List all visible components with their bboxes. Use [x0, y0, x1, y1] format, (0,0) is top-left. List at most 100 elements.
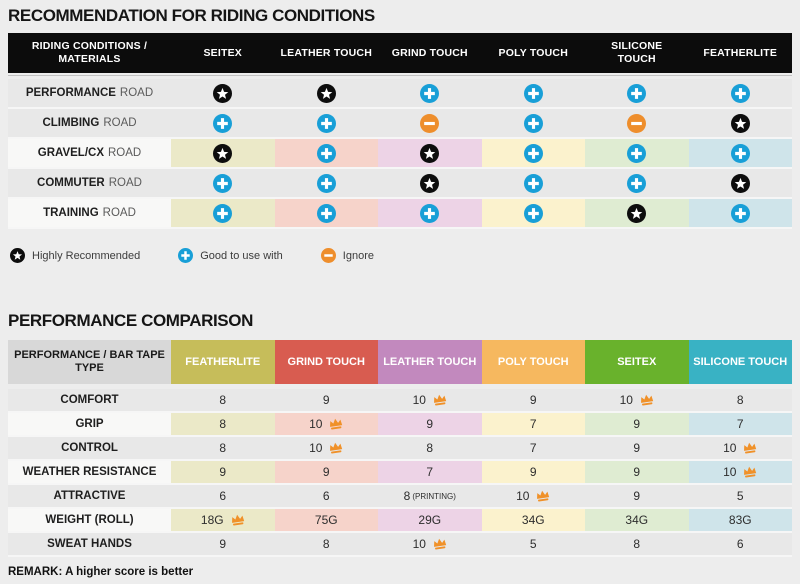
score-cell: 6 [688, 533, 792, 555]
score-value: 8 [736, 393, 744, 407]
table-row: GRIP 8 10 9 7 9 7 [8, 413, 792, 437]
crown-icon [639, 394, 654, 406]
row-label: PERFORMANCE ROAD [8, 79, 171, 107]
row-label-suffix: ROAD [108, 177, 142, 189]
plus-icon [523, 113, 543, 133]
row-label: WEATHER RESISTANCE [8, 461, 171, 483]
score-cell: 5 [688, 485, 792, 507]
riding-cell [171, 109, 275, 137]
star-icon [316, 83, 336, 103]
crown-icon [742, 466, 757, 478]
plus-icon [627, 83, 647, 103]
score-value: 10 [723, 465, 737, 479]
column-header-seitex: SEITEX [203, 46, 243, 59]
score-cell: 8 (PRINTING) [378, 485, 482, 507]
riding-cell [274, 109, 378, 137]
performance-header-row: PERFORMANCE / BAR TAPE TYPE FEATHERLITE GR… [8, 340, 792, 384]
table-row: TRAINING ROAD [8, 199, 792, 229]
riding-cell [481, 199, 585, 227]
table-row: GRAVEL/CX ROAD [8, 139, 792, 169]
score-value: 10 [619, 393, 633, 407]
score-cell: 8 [585, 533, 689, 555]
plus-icon [627, 143, 647, 163]
row-label-main: TRAINING [43, 207, 99, 219]
row-label: COMFORT [8, 389, 171, 411]
score-cell: 10 [688, 437, 792, 459]
riding-cell [688, 109, 792, 137]
score-value: 5 [736, 489, 744, 503]
minus-icon [420, 113, 440, 133]
star-icon [10, 248, 25, 263]
plus-icon [213, 113, 233, 133]
crown-icon [742, 442, 757, 454]
legend: Highly Recommended Good to use with Ignore [10, 246, 792, 265]
row-label: GRAVEL/CX ROAD [8, 139, 171, 167]
score-cell: 18G [171, 509, 275, 531]
table-row: CONTROL 8 10 8 7 9 10 [8, 437, 792, 461]
score-cell: 9 [585, 461, 689, 483]
table-row: ATTRACTIVE 6 6 8 (PRINTING) 10 9 5 [8, 485, 792, 509]
row-label: GRIP [8, 413, 171, 435]
column-header-leather-touch: LEATHER TOUCH [378, 340, 482, 384]
plus-icon [420, 83, 440, 103]
score-cell: 10 [378, 389, 482, 411]
table-row: SWEAT HANDS 9 8 10 5 8 6 [8, 533, 792, 557]
score-value: 34G [521, 513, 545, 527]
column-header-poly-touch: POLY TOUCH [481, 340, 585, 384]
score-cell: 10 [274, 413, 378, 435]
riding-cell [688, 199, 792, 227]
score-cell: 9 [378, 413, 482, 435]
score-value: 8 [426, 441, 434, 455]
score-value: 7 [529, 441, 537, 455]
plus-icon [316, 203, 336, 223]
riding-cell [585, 79, 689, 107]
plus-icon [523, 203, 543, 223]
score-value: 8 [322, 537, 330, 551]
star-icon [420, 143, 440, 163]
score-cell: 29G [378, 509, 482, 531]
score-value: 9 [322, 393, 330, 407]
score-value: 7 [426, 465, 434, 479]
plus-icon [420, 203, 440, 223]
score-value: 83G [728, 513, 752, 527]
score-cell: 34G [481, 509, 585, 531]
score-value: 10 [412, 537, 426, 551]
column-header-grind-touch: GRIND TOUCH [274, 340, 378, 384]
column-header-featherlite: FEATHERLITE [171, 340, 275, 384]
riding-cell [585, 139, 689, 167]
crown-icon [328, 442, 343, 454]
row-label: COMMUTER ROAD [8, 169, 171, 197]
plus-icon [523, 173, 543, 193]
score-value: 9 [633, 465, 641, 479]
row-label: ATTRACTIVE [8, 485, 171, 507]
score-value: 10 [516, 489, 530, 503]
crown-icon [535, 490, 550, 502]
score-cell: 9 [171, 533, 275, 555]
score-value: 9 [633, 441, 641, 455]
table-row: PERFORMANCE ROAD [8, 79, 792, 109]
riding-cell [585, 199, 689, 227]
riding-cell [171, 139, 275, 167]
score-value: 8 [403, 489, 411, 503]
score-value: 7 [736, 417, 744, 431]
riding-cell [378, 139, 482, 167]
section2-title: PERFORMANCE COMPARISON [8, 311, 253, 330]
score-cell: 10 [481, 485, 585, 507]
table-row: COMFORT 8 9 10 9 10 8 [8, 389, 792, 413]
legend-item-star: Highly Recommended [10, 248, 140, 263]
riding-cell [171, 199, 275, 227]
score-cell: 8 [274, 533, 378, 555]
legend-item-plus: Good to use with [178, 248, 283, 263]
score-value: 10 [309, 417, 323, 431]
riding-cell [274, 79, 378, 107]
crown-icon [328, 418, 343, 430]
table-row: WEIGHT (ROLL) 18G 75G 29G 34G 34G 83G [8, 509, 792, 533]
score-value: 18G [200, 513, 224, 527]
column-header-featherlite: FEATHERLITE [703, 46, 778, 59]
score-value: 6 [322, 489, 330, 503]
score-cell: 9 [274, 461, 378, 483]
plus-icon [627, 173, 647, 193]
row-label: CLIMBING ROAD [8, 109, 171, 137]
star-icon [213, 143, 233, 163]
